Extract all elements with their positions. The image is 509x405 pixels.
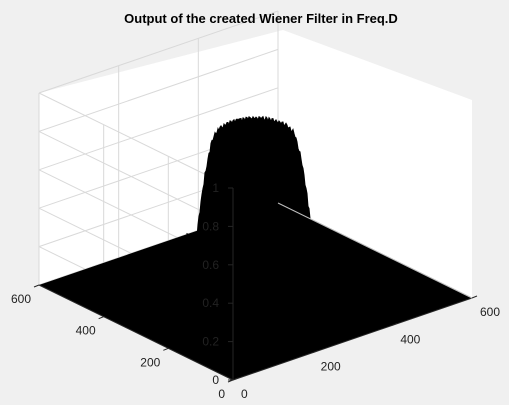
surface-peak <box>171 115 337 308</box>
grid-line <box>38 92 234 189</box>
x-tick-mark <box>471 295 478 299</box>
y-tick-label: 600 <box>11 292 31 306</box>
y-tick-mark <box>98 316 104 320</box>
z-tick-label: 0 <box>212 373 219 387</box>
z-tick-label: 1 <box>212 181 219 195</box>
y-tick-label: 200 <box>140 355 160 369</box>
y-axis-line <box>38 284 234 381</box>
grid-line <box>38 48 279 132</box>
x-tick-label: 200 <box>321 360 341 374</box>
z-tick-label: 0.6 <box>202 258 219 272</box>
y-tick-mark <box>163 347 169 351</box>
tick-labels: 0 200 400 600 0 200 400 600 0 0.2 0.4 0.6 0.8 1 <box>11 181 500 401</box>
y-tick-label: 0 <box>218 387 225 401</box>
z-tick-label: 0.8 <box>202 219 219 233</box>
chart-title: Output of the created Wiener Filter in F… <box>124 11 398 26</box>
x-tick-label: 600 <box>480 305 500 319</box>
x-tick-label: 0 <box>241 387 248 401</box>
y-tick-label: 400 <box>76 324 96 338</box>
surface-floor <box>39 203 472 380</box>
grid-line <box>38 10 279 94</box>
axis-lines <box>33 187 478 383</box>
y-tick-mark <box>33 284 40 288</box>
x-tick-mark <box>392 322 398 326</box>
x-tick-mark <box>312 350 318 354</box>
wiener-surface <box>39 115 472 380</box>
z-tick-label: 0.2 <box>202 335 219 349</box>
x-tick-label: 400 <box>400 332 420 346</box>
grid-line <box>38 87 279 171</box>
x-axis-line <box>232 297 473 381</box>
z-tick-label: 0.4 <box>202 296 219 310</box>
box-edge <box>277 202 473 299</box>
x-tick-mark <box>232 377 239 381</box>
